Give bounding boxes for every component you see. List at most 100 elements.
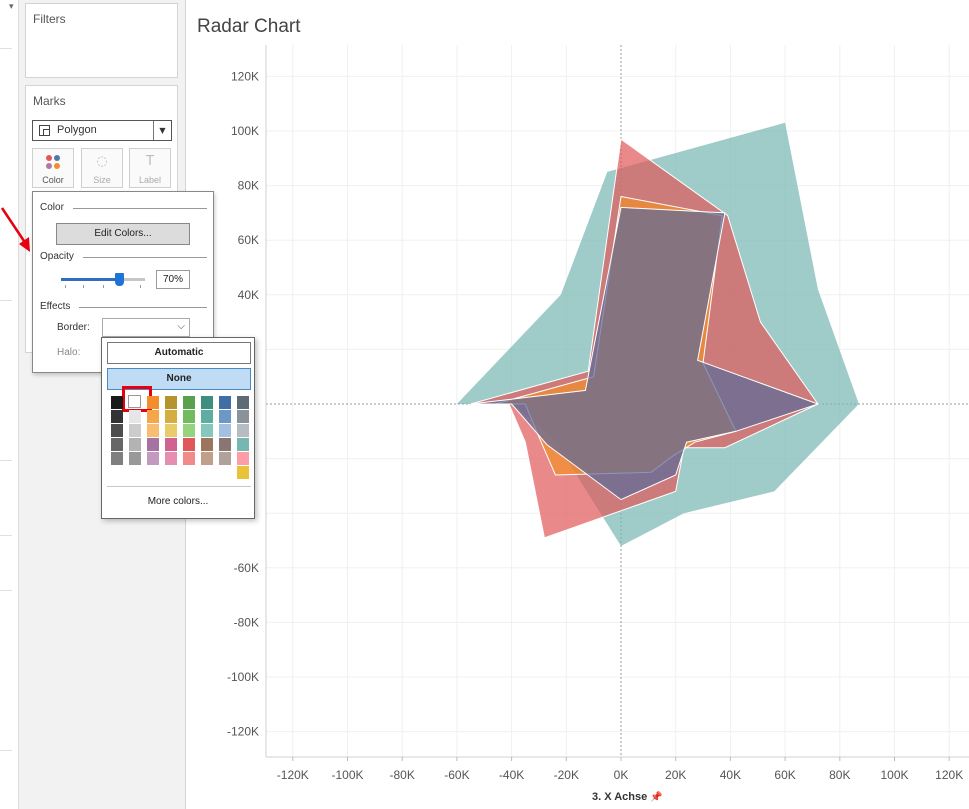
y-tick-label: -60K [234,561,259,575]
color-swatch[interactable] [165,424,177,437]
color-swatch[interactable] [111,438,123,451]
color-swatch[interactable] [201,438,213,451]
color-swatch[interactable] [201,424,213,437]
filters-card[interactable]: Filters [25,3,178,78]
color-swatch[interactable] [219,410,231,423]
color-swatch[interactable] [129,410,141,423]
x-axis-title-text: 3. X Achse [592,791,648,803]
mark-type-value: Polygon [57,124,97,136]
color-swatch[interactable] [111,410,123,423]
color-swatch[interactable] [237,466,249,479]
divider [0,535,12,536]
label-button[interactable]: T Label [129,148,171,188]
left-panel-edge: ▾ [0,0,19,809]
color-swatch[interactable] [165,410,177,423]
color-swatch[interactable] [183,396,195,409]
color-swatch[interactable] [111,424,123,437]
color-swatch[interactable] [111,396,123,409]
color-swatch[interactable] [237,438,249,451]
color-swatch[interactable] [219,438,231,451]
x-tick-label: -60K [444,768,469,782]
color-swatch[interactable] [237,424,249,437]
color-swatch[interactable] [201,396,213,409]
x-axis-title[interactable]: 3. X Achse 📌 [592,791,663,803]
border-color-popup: Automatic None More colors... [101,337,255,519]
x-tick-label: -20K [554,768,579,782]
radar-chart[interactable]: -120K -100K -80K -60K -40K -20K 0K 20K 40K 60K 80K… [186,0,969,809]
effects-heading: Effects [40,301,71,312]
none-option[interactable]: None [107,368,251,390]
color-swatch[interactable] [165,452,177,465]
y-tick-label: -100K [227,670,259,684]
x-tick-label: 20K [665,768,686,782]
color-button[interactable]: Color [32,148,74,188]
color-swatch[interactable] [201,410,213,423]
color-swatch[interactable] [147,438,159,451]
pin-icon[interactable]: 📌 [650,792,663,803]
y-tick-label: 80K [238,179,259,193]
size-icon: ◌ [96,154,108,169]
color-swatch[interactable] [129,438,141,451]
border-label: Border: [57,322,90,333]
opacity-value-field[interactable]: 70% [156,270,190,289]
series-polygon [470,206,820,501]
color-swatch[interactable] [183,438,195,451]
color-swatch[interactable] [219,396,231,409]
color-heading: Color [40,202,64,213]
y-tick-label: 40K [238,288,259,302]
edit-colors-button[interactable]: Edit Colors... [56,223,190,245]
x-tick-label: -120K [277,768,309,782]
color-swatch[interactable] [237,452,249,465]
color-swatch[interactable] [147,424,159,437]
opacity-heading: Opacity [40,251,74,262]
color-swatch[interactable] [129,424,141,437]
divider [0,48,12,49]
color-swatch[interactable] [128,395,141,408]
chart-title: Radar Chart [197,16,301,37]
color-swatch[interactable] [165,396,177,409]
label-icon: T [146,154,154,169]
x-tick-label: -100K [331,768,363,782]
color-swatch[interactable] [165,438,177,451]
chevron-down-icon[interactable]: ▼ [153,121,171,140]
color-swatch[interactable] [237,396,249,409]
color-swatch[interactable] [183,424,195,437]
border-dropdown[interactable]: ⌵ [102,318,190,337]
color-dots-icon [46,155,62,171]
color-swatch[interactable] [147,452,159,465]
color-swatch[interactable] [147,410,159,423]
color-swatch[interactable] [201,452,213,465]
slider-tick [65,285,66,288]
size-button[interactable]: ◌ Size [81,148,123,188]
x-tick-label: -40K [499,768,524,782]
color-swatch[interactable] [237,410,249,423]
color-swatch[interactable] [111,452,123,465]
x-tick-label: 100K [880,768,908,782]
color-swatch[interactable] [219,452,231,465]
divider [79,307,207,308]
divider [73,208,207,209]
opacity-slider-handle[interactable] [115,273,124,286]
mark-type-dropdown[interactable]: Polygon ▼ [32,120,172,141]
size-button-label: Size [93,175,111,185]
x-tick-label: 80K [829,768,850,782]
slider-tick [83,285,84,288]
chart-pane: Radar Chart -120K -100K -80K -60K -40K -20K 0K… [185,0,969,809]
slider-tick [103,285,104,288]
color-swatch[interactable] [129,452,141,465]
automatic-option[interactable]: Automatic [107,342,251,364]
color-swatch[interactable] [183,452,195,465]
collapse-arrow-icon[interactable]: ▾ [9,2,14,12]
filters-title: Filters [33,12,66,26]
color-swatch[interactable] [147,396,159,409]
color-swatch[interactable] [219,424,231,437]
polygon-icon [39,125,50,136]
color-swatch[interactable] [183,410,195,423]
divider [0,750,12,751]
divider [0,590,12,591]
marks-title: Marks [33,94,66,108]
x-tick-label: 0K [614,768,629,782]
opacity-slider[interactable] [61,278,145,281]
more-colors-link[interactable]: More colors... [147,496,209,507]
divider [0,460,12,461]
